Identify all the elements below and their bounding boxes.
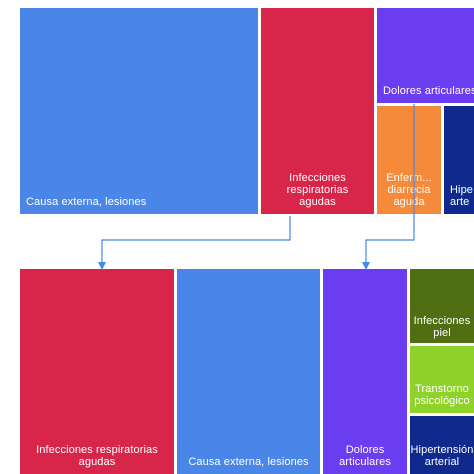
top-tile-infecciones-respiratorias-label: Infecciones respiratorias agudas: [286, 172, 349, 208]
top-tile-causa-externa: Causa externa, lesiones: [20, 8, 258, 214]
bottom-tile-hipertension: Hipertensión arterial: [410, 416, 474, 474]
top-tile-dolores-articulares: Dolores articulares: [377, 8, 474, 103]
top-tile-hipertension-label: Hipe arte: [450, 184, 474, 208]
top-tile-enfermedad-diarreica-label: Enferm... diarrecia aguda: [386, 172, 432, 208]
bottom-tile-infecciones-respiratorias-label: Infecciones respiratorias agudas: [36, 444, 158, 468]
bottom-tile-causa-externa-label: Causa externa, lesiones: [188, 456, 309, 468]
bottom-tile-transtorno-psicologico: Transtorno psicológico: [410, 346, 474, 413]
bottom-tile-transtorno-psicologico-label: Transtorno psicológico: [414, 383, 470, 407]
bottom-tile-hipertension-label: Hipertensión arterial: [410, 444, 474, 468]
top-tile-infecciones-respiratorias: Infecciones respiratorias agudas: [261, 8, 374, 214]
top-tile-enfermedad-diarreica: Enferm... diarrecia aguda: [377, 106, 441, 214]
top-tile-hipertension: Hipe arte: [444, 106, 474, 214]
top-tile-causa-externa-label: Causa externa, lesiones: [26, 196, 147, 208]
top-tile-dolores-articulares-label: Dolores articulares: [383, 85, 474, 97]
arrow-infecciones-respiratorias: [98, 216, 291, 270]
bottom-tile-infecciones-piel: Infecciones piel: [410, 269, 474, 343]
bottom-tile-dolores-articulares-label: Dolores articulares: [339, 444, 391, 468]
bottom-tile-dolores-articulares: Dolores articulares: [323, 269, 407, 474]
bottom-tile-infecciones-piel-label: Infecciones piel: [413, 315, 471, 339]
bottom-tile-causa-externa: Causa externa, lesiones: [177, 269, 320, 474]
bottom-tile-infecciones-respiratorias: Infecciones respiratorias agudas: [20, 269, 174, 474]
